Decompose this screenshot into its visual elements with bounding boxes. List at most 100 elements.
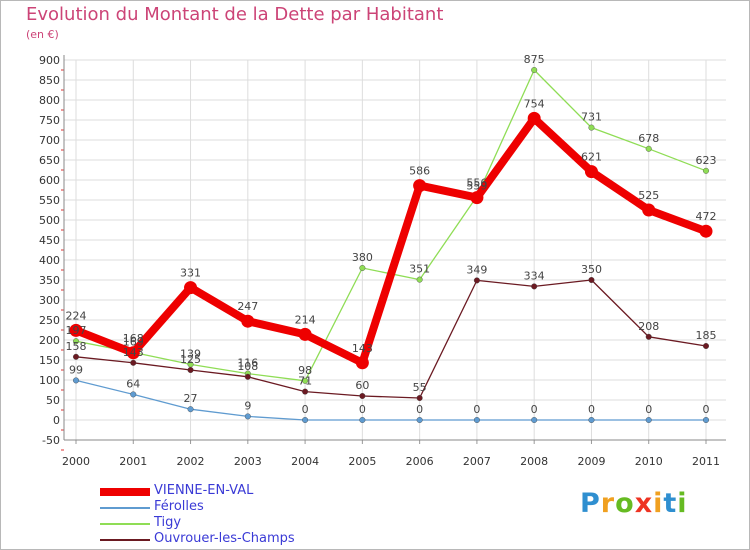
data-label-tigy: 197 (66, 324, 87, 337)
data-label-tigy: 139 (180, 347, 201, 360)
y-tick-label: 600 (39, 174, 60, 187)
data-point-tigy (416, 276, 423, 283)
data-label-f-rolles: 99 (69, 363, 83, 376)
data-point-tigy (359, 265, 366, 272)
legend-swatch (100, 507, 150, 509)
data-label-tigy: 169 (123, 335, 144, 348)
data-point-vienne-en-val (355, 356, 369, 370)
data-label-vienne-en-val: 621 (581, 151, 602, 164)
y-tick-label: 0 (53, 414, 60, 427)
x-tick-label: 2007 (463, 455, 491, 468)
y-tick-label: 500 (39, 214, 60, 227)
legend-label: Ouvrouer-les-Champs (154, 531, 295, 546)
y-tick-label: 750 (39, 114, 60, 127)
data-point-f-rolles (588, 417, 595, 424)
data-label-vienne-en-val: 143 (352, 342, 373, 355)
y-tick-label: 900 (39, 54, 60, 67)
y-tick-label: 800 (39, 94, 60, 107)
x-tick-label: 2003 (234, 455, 262, 468)
axes: -500501001502002503003504004505005506006… (39, 54, 726, 468)
y-tick-label: 550 (39, 194, 60, 207)
data-point-tigy (703, 167, 710, 174)
data-point-f-rolles (359, 417, 366, 424)
data-point-f-rolles (473, 417, 480, 424)
data-label-ouvrouer-les-champs: 55 (413, 381, 427, 394)
chart-unit: (en €) (26, 28, 59, 41)
data-label-ouvrouer-les-champs: 349 (466, 263, 487, 276)
data-point-ouvrouer-les-champs (244, 373, 251, 380)
data-label-vienne-en-val: 247 (237, 300, 258, 313)
y-tick-label: 400 (39, 254, 60, 267)
proxiti-logo: Proxiti (580, 488, 688, 519)
y-tick-label: 350 (39, 274, 60, 287)
data-point-f-rolles (416, 417, 423, 424)
data-point-vienne-en-val (126, 346, 140, 360)
data-point-vienne-en-val (298, 327, 312, 341)
data-point-tigy (531, 66, 538, 73)
data-label-f-rolles: 0 (645, 403, 652, 416)
data-point-f-rolles (531, 417, 538, 424)
data-point-f-rolles (302, 417, 309, 424)
data-label-f-rolles: 0 (416, 403, 423, 416)
series-line-vienne-en-val (72, 114, 710, 367)
data-point-ouvrouer-les-champs (473, 277, 480, 284)
logo-letter: i (677, 488, 688, 519)
data-label-tigy: 116 (237, 357, 258, 370)
series-line-f-rolles (75, 379, 707, 421)
series-lines (69, 66, 713, 424)
data-label-tigy: 98 (298, 364, 312, 377)
data-point-tigy (588, 124, 595, 131)
x-tick-label: 2006 (406, 455, 434, 468)
data-label-f-rolles: 0 (588, 403, 595, 416)
data-point-vienne-en-val (241, 314, 255, 328)
data-label-ouvrouer-les-champs: 158 (66, 340, 87, 353)
y-tick-label: 250 (39, 314, 60, 327)
logo-letter: t (663, 488, 678, 519)
y-tick-label: 200 (39, 334, 60, 347)
x-tick-label: 2004 (291, 455, 319, 468)
data-label-f-rolles: 0 (359, 403, 366, 416)
grid (64, 59, 726, 441)
data-label-vienne-en-val: 168 (123, 332, 144, 345)
data-label-vienne-en-val: 224 (66, 309, 87, 322)
data-label-ouvrouer-les-champs: 125 (180, 353, 201, 366)
data-label-ouvrouer-les-champs: 185 (696, 329, 717, 342)
data-label-vienne-en-val: 214 (295, 313, 316, 326)
data-point-f-rolles (645, 417, 652, 424)
data-label-ouvrouer-les-champs: 60 (355, 379, 369, 392)
data-point-f-rolles (130, 391, 137, 398)
data-label-ouvrouer-les-champs: 208 (638, 320, 659, 333)
y-tick-label: 300 (39, 294, 60, 307)
data-label-ouvrouer-les-champs: 334 (524, 269, 545, 282)
data-label-f-rolles: 9 (244, 399, 251, 412)
data-label-f-rolles: 0 (473, 403, 480, 416)
data-label-f-rolles: 64 (126, 377, 140, 390)
x-tick-label: 2001 (119, 455, 147, 468)
data-point-ouvrouer-les-champs (588, 277, 595, 284)
data-label-vienne-en-val: 556 (466, 177, 487, 190)
legend-label: Tigy (154, 515, 182, 530)
data-point-ouvrouer-les-champs (645, 333, 652, 340)
data-point-f-rolles (703, 417, 710, 424)
data-point-vienne-en-val (527, 111, 541, 125)
data-point-vienne-en-val (584, 165, 598, 179)
data-label-f-rolles: 0 (703, 403, 710, 416)
logo-letter: x (634, 488, 654, 519)
y-tick-label: 850 (39, 74, 60, 87)
logo-letter: o (615, 488, 635, 519)
x-tick-label: 2002 (177, 455, 205, 468)
logo-letter: P (580, 488, 601, 519)
data-labels: 99 64 27 9 0 0 0 0 0 0 0 0 197 169 139 116 98 380 351 559 87… (66, 53, 717, 416)
x-tick-label: 2005 (348, 455, 376, 468)
x-tick-label: 2009 (577, 455, 605, 468)
data-point-ouvrouer-les-champs (130, 359, 137, 366)
y-tick-label: 150 (39, 354, 60, 367)
data-label-ouvrouer-les-champs: 143 (123, 346, 144, 359)
legend-swatch (100, 523, 150, 525)
data-label-f-rolles: 0 (302, 403, 309, 416)
legend-label: VIENNE-EN-VAL (154, 483, 254, 498)
chart-title: Evolution du Montant de la Dette par Hab… (26, 4, 444, 25)
data-label-tigy: 678 (638, 132, 659, 145)
data-point-vienne-en-val (470, 191, 484, 205)
data-label-vienne-en-val: 586 (409, 165, 430, 178)
